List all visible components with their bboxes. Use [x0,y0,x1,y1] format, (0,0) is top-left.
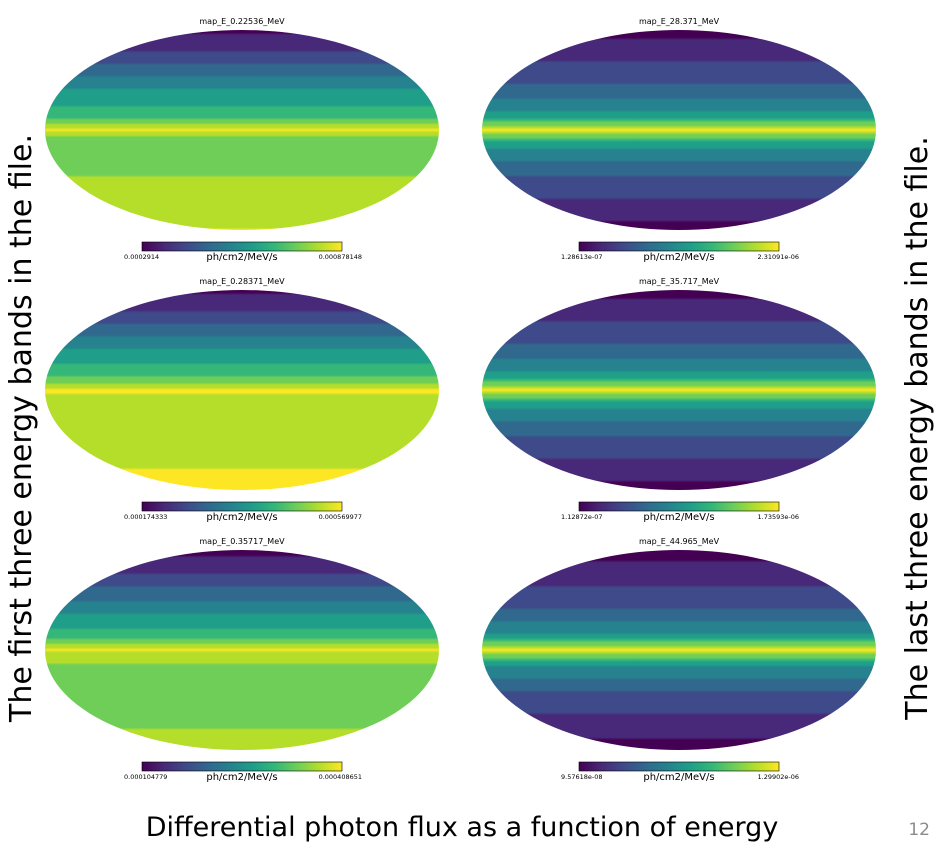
colorbar-max-label: 2.31091e-06 [758,253,800,261]
map-title: map_E_0.22536_MeV [199,17,285,26]
colorbar-max-label: 0.000878148 [319,253,362,261]
colorbar-max-label: 0.000569977 [319,513,362,521]
colorbar [141,241,343,252]
mollweide-map [482,30,876,230]
mollweide-map [482,550,876,750]
page-number: 12 [908,820,930,840]
colorbar-max-label: 1.73593e-06 [758,513,800,521]
colorbar-unit-label: ph/cm2/MeV/s [206,512,277,523]
sky-map-panel: map_E_28.371_MeV 1.28613e-07 2.31091e-06 ph… [481,16,881,284]
sky-map-svg: map_E_0.28371_MeV 0.000174333 0.000569977 p… [45,277,439,523]
map-title: map_E_44.965_MeV [639,537,720,546]
map-title: map_E_35.717_MeV [639,277,720,286]
colorbar-min-label: 1.12872e-07 [561,513,603,521]
sky-map-panel: map_E_0.35717_MeV 0.000104779 0.000408651 p… [44,536,444,804]
sky-map-svg: map_E_0.35717_MeV 0.000104779 0.000408651 p… [45,537,439,783]
sky-map-panel: map_E_35.717_MeV 1.12872e-07 1.73593e-06 ph… [481,276,881,544]
colorbar-min-label: 0.000174333 [124,513,167,521]
sky-map-svg: map_E_28.371_MeV 1.28613e-07 2.31091e-06 ph… [482,17,876,263]
left-side-label: The first three energy bands in the file… [4,134,39,722]
right-side-label: The last three energy bands in the file. [900,136,935,720]
sky-map-panel: map_E_0.28371_MeV 0.000174333 0.000569977 p… [44,276,444,544]
sky-map-svg: map_E_44.965_MeV 9.57618e-08 1.29902e-06 ph… [482,537,876,783]
colorbar-unit-label: ph/cm2/MeV/s [643,512,714,523]
colorbar [578,241,780,252]
slide-caption: Differential photon flux as a function o… [145,812,779,843]
map-title: map_E_0.28371_MeV [199,277,285,286]
colorbar-max-label: 0.000408651 [319,773,362,781]
mollweide-map [45,290,439,490]
map-title: map_E_28.371_MeV [639,17,720,26]
mollweide-map [45,30,439,230]
colorbar [578,761,780,772]
colorbar-min-label: 9.57618e-08 [561,773,603,781]
colorbar-max-label: 1.29902e-06 [758,773,800,781]
sky-map-panel: map_E_0.22536_MeV 0.0002914 0.000878148 ph/… [44,16,444,284]
colorbar-unit-label: ph/cm2/MeV/s [643,772,714,783]
colorbar-unit-label: ph/cm2/MeV/s [206,772,277,783]
colorbar-unit-label: ph/cm2/MeV/s [206,252,277,263]
sky-map-panel: map_E_44.965_MeV 9.57618e-08 1.29902e-06 ph… [481,536,881,804]
colorbar [578,501,780,512]
colorbar-min-label: 0.0002914 [124,253,159,261]
mollweide-map [45,550,439,750]
map-title: map_E_0.35717_MeV [199,537,285,546]
colorbar [141,501,343,512]
sky-map-svg: map_E_35.717_MeV 1.12872e-07 1.73593e-06 ph… [482,277,876,523]
colorbar-unit-label: ph/cm2/MeV/s [643,252,714,263]
mollweide-map [482,290,876,490]
colorbar [141,761,343,772]
sky-map-svg: map_E_0.22536_MeV 0.0002914 0.000878148 ph/… [45,17,439,263]
colorbar-min-label: 1.28613e-07 [561,253,603,261]
colorbar-min-label: 0.000104779 [124,773,167,781]
